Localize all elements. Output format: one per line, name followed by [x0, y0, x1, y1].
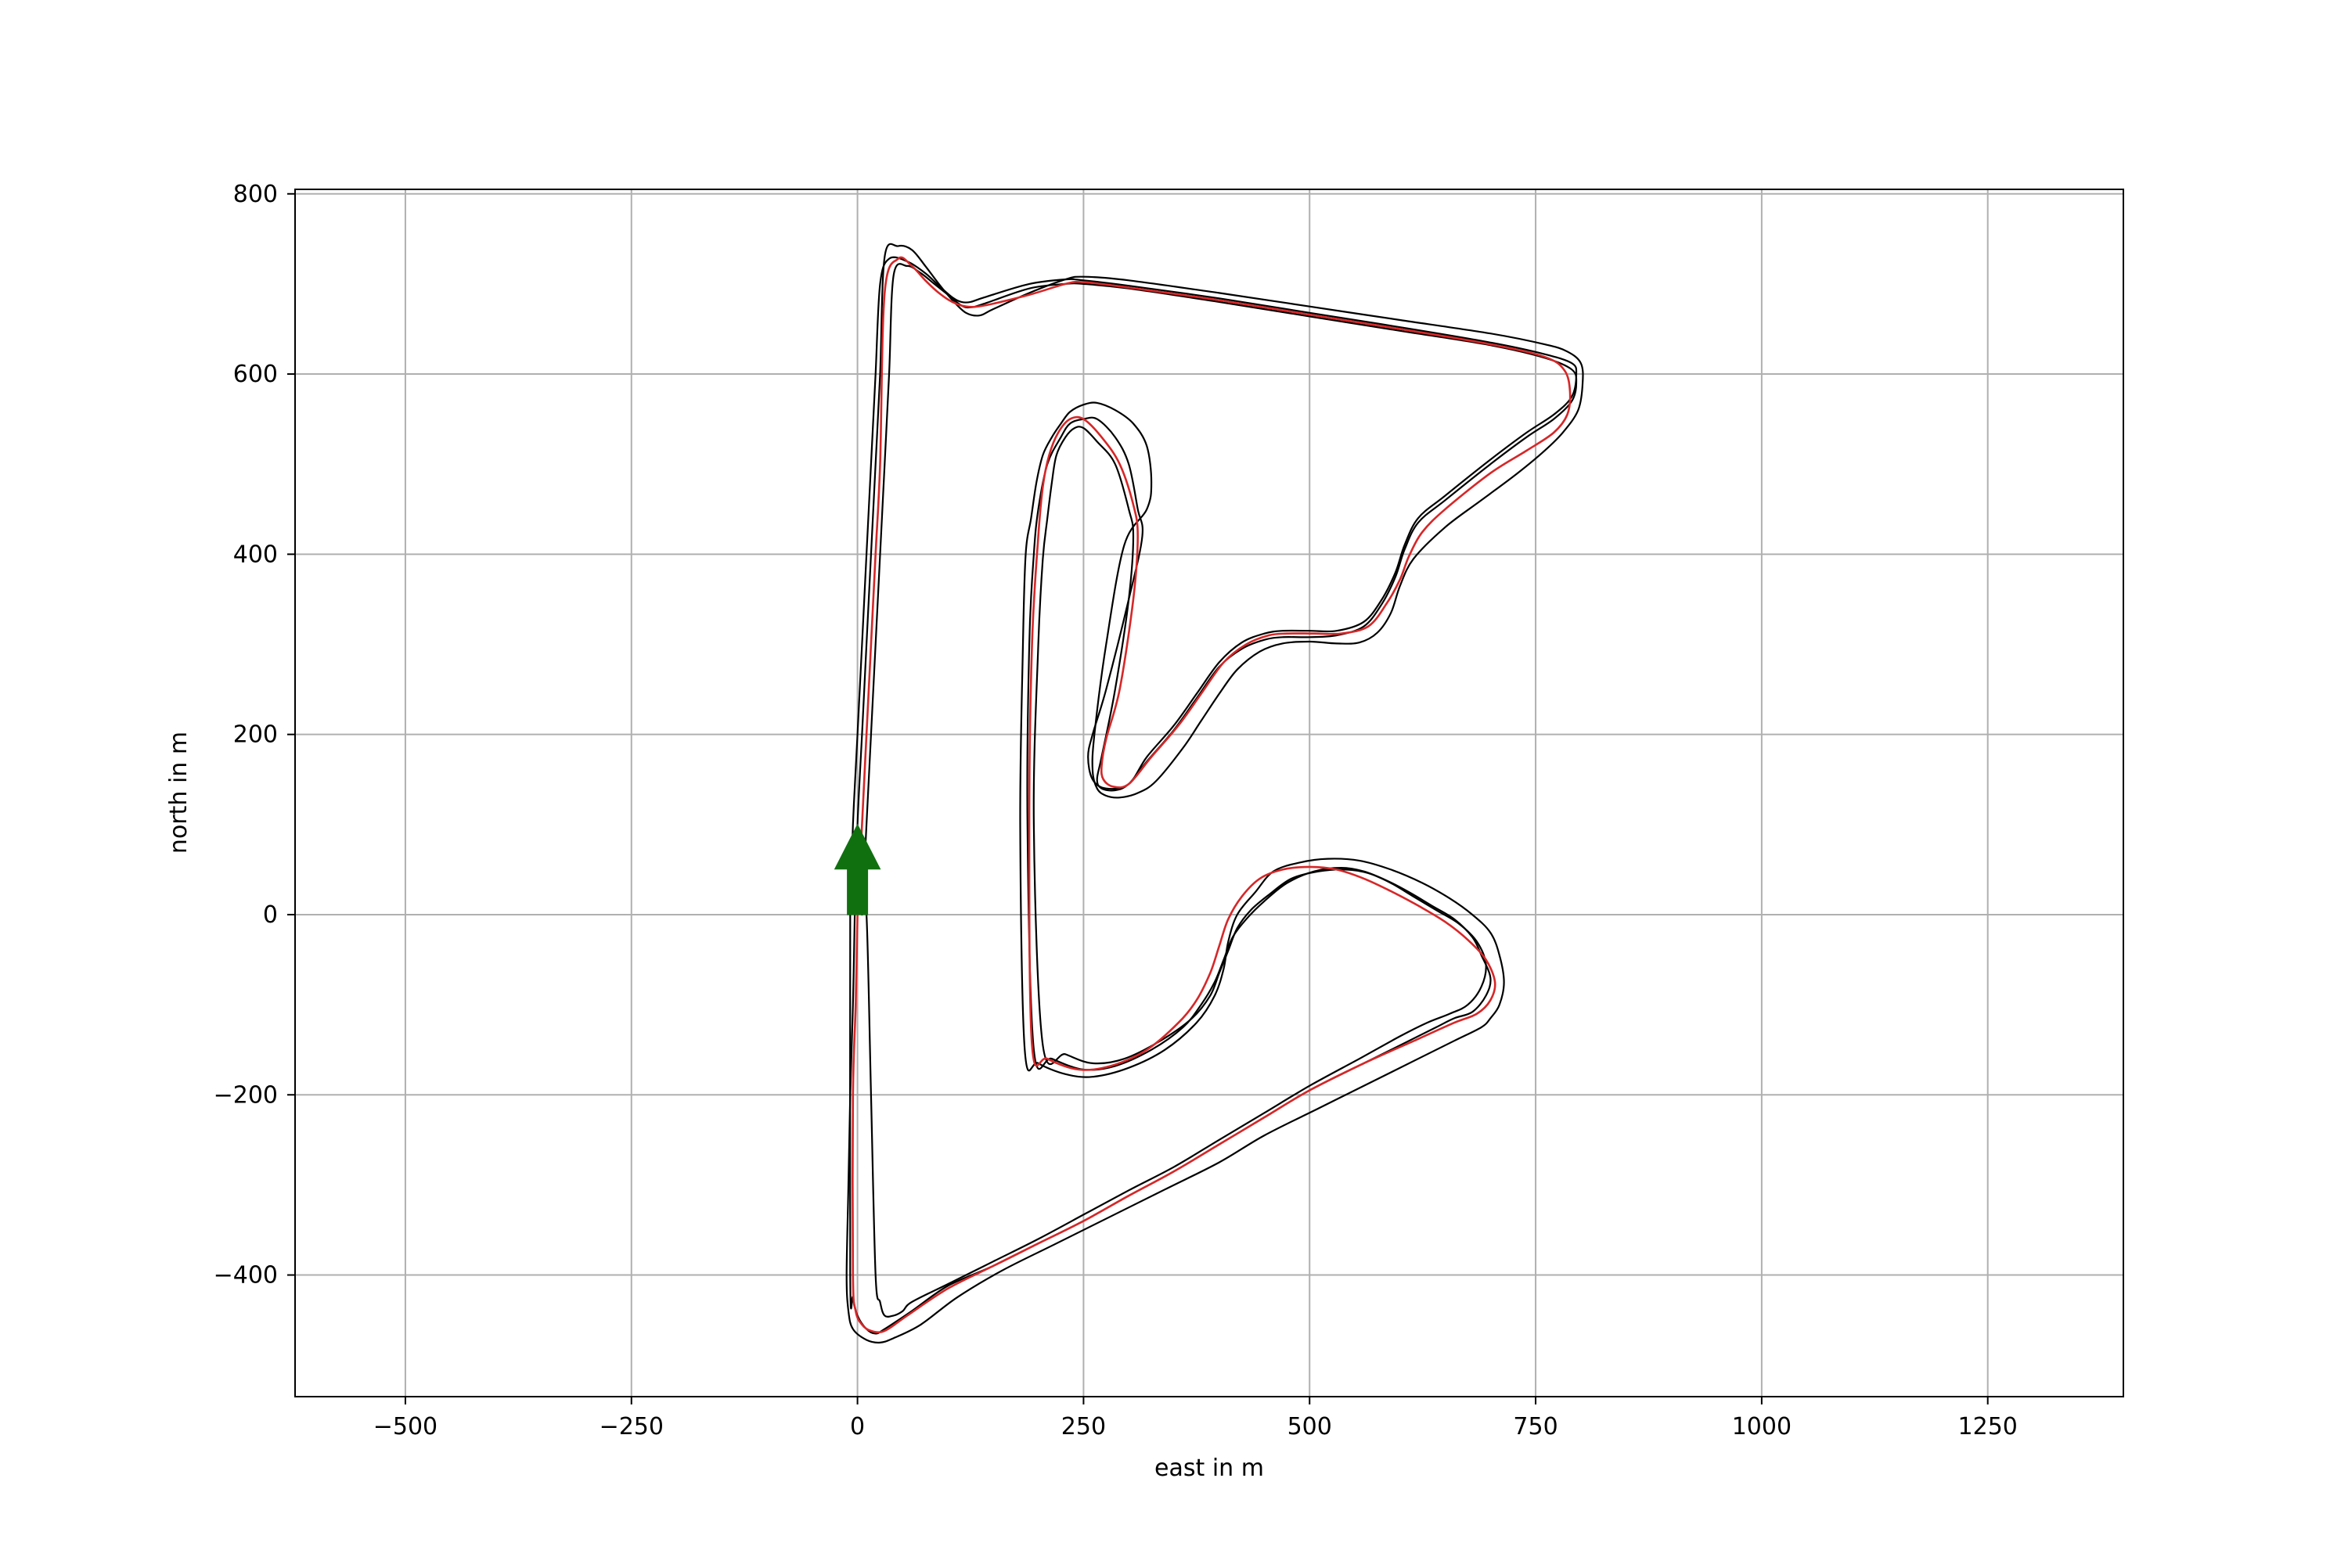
x-tick-label: 0 [850, 1413, 865, 1440]
series-trajectory [852, 256, 1572, 1334]
y-tick-label: 200 [233, 721, 278, 749]
y-tick-label: −400 [214, 1262, 278, 1289]
series-group [845, 243, 1584, 1344]
x-tick-label: 1250 [1958, 1413, 2018, 1440]
x-tick-label: 250 [1061, 1413, 1106, 1440]
x-tick-label: −500 [373, 1413, 438, 1440]
ticks: −500 −250 0 250 500 750 1000 1250 −400 −200 0 200 40… [214, 181, 2018, 1440]
plot-frame [294, 189, 2124, 1397]
grid [295, 189, 2123, 1397]
x-tick-label: 750 [1513, 1413, 1558, 1440]
y-tick-label: 600 [233, 361, 278, 388]
y-tick-label: −200 [214, 1081, 278, 1109]
y-tick-label: 0 [263, 901, 278, 929]
series-outer-boundary [845, 243, 1584, 1344]
x-tick-label: 1000 [1732, 1413, 1792, 1440]
x-tick-label: 500 [1287, 1413, 1332, 1440]
x-tick-label: −250 [600, 1413, 664, 1440]
start-arrow-group [834, 823, 881, 915]
x-axis-label: east in m [1154, 1455, 1264, 1482]
y-tick-label: 800 [233, 181, 278, 208]
y-tick-label: 400 [233, 541, 278, 568]
y-axis-label: north in m [165, 732, 193, 854]
series-right-boundary [861, 263, 1578, 1318]
start-arrow [834, 823, 881, 915]
